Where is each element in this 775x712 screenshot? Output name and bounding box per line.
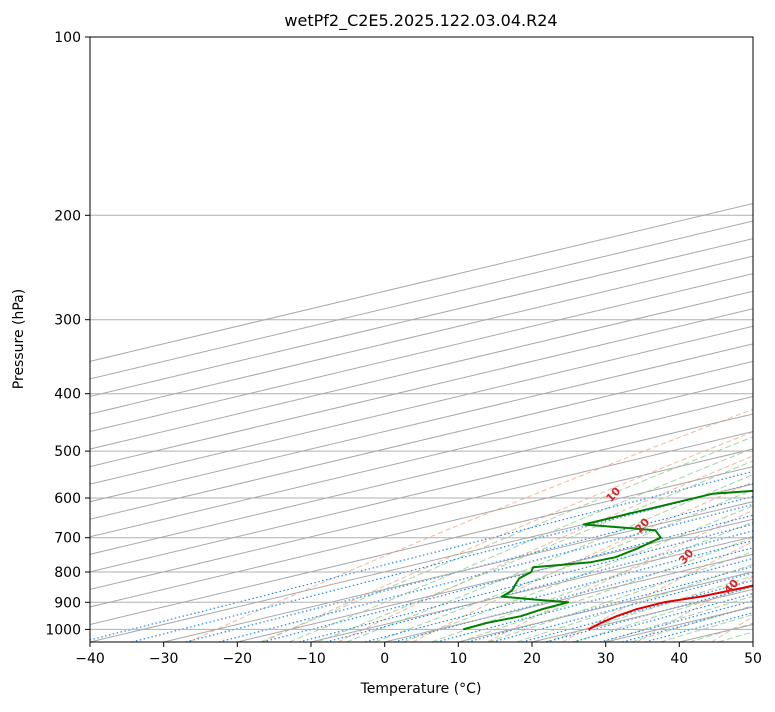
moist-adiabat-line bbox=[718, 37, 775, 642]
temperature-line bbox=[588, 37, 775, 629]
isotherm-line bbox=[0, 37, 775, 642]
x-tick-label: −20 bbox=[223, 651, 253, 667]
mixing-ratio-line bbox=[132, 451, 775, 642]
y-tick-label: 900 bbox=[54, 595, 81, 611]
y-tick-label: 100 bbox=[54, 30, 81, 46]
mixing-ratio-line bbox=[82, 451, 775, 642]
moist-adiabat-line bbox=[574, 37, 775, 642]
mixing-ratio-lines bbox=[82, 451, 775, 642]
x-tick-label: 40 bbox=[670, 651, 688, 667]
sounding-series bbox=[463, 37, 775, 629]
isotherms bbox=[0, 37, 775, 642]
dry-adiabat-line bbox=[712, 37, 775, 642]
isotherm-line bbox=[0, 37, 775, 642]
isotherm-line bbox=[753, 37, 775, 642]
moist-adiabat-line bbox=[545, 37, 775, 642]
isotherm-line bbox=[0, 37, 775, 642]
y-tick-label: 200 bbox=[54, 208, 81, 224]
dry-adiabat-line bbox=[637, 37, 775, 642]
isotherm-line bbox=[90, 37, 775, 642]
mixing-ratio-line bbox=[468, 451, 775, 642]
chart-title: wetPf2_C2E5.2025.122.03.04.R24 bbox=[284, 11, 557, 31]
y-axis-label: Pressure (hPa) bbox=[11, 289, 27, 389]
x-tick-label: 0 bbox=[380, 651, 389, 667]
isotherm-line bbox=[16, 37, 775, 642]
moist-adiabat-line bbox=[431, 37, 775, 642]
isotherm-line bbox=[0, 37, 775, 642]
y-tick-label: 500 bbox=[54, 444, 81, 460]
x-tick-label: 50 bbox=[744, 651, 762, 667]
x-tick-label: −30 bbox=[149, 651, 179, 667]
mixing-ratio-line bbox=[394, 451, 775, 642]
isotherm-line bbox=[0, 37, 775, 642]
isotherm-line bbox=[0, 37, 775, 642]
y-tick-label: 300 bbox=[54, 313, 81, 329]
moist-adiabat-line bbox=[689, 37, 775, 642]
x-axis: −40 −30 −20 −10 0 10 20 30 40 50 bbox=[75, 642, 762, 667]
dry-adiabat-line bbox=[413, 37, 775, 642]
isotherm-line bbox=[0, 37, 775, 642]
y-tick-label: 1000 bbox=[45, 622, 81, 638]
isotherm-line bbox=[0, 37, 775, 642]
moist-adiabat-line bbox=[403, 37, 775, 642]
y-tick-label: 600 bbox=[54, 491, 81, 507]
plot-frame bbox=[90, 37, 753, 642]
x-tick-label: −10 bbox=[296, 651, 326, 667]
plot-area: -100-90-80-70-60-50-40-30-20-1000.10.20.… bbox=[0, 37, 775, 642]
isotherm-line bbox=[0, 37, 775, 642]
moist-adiabat-line bbox=[517, 37, 775, 642]
moist-adiabat-line bbox=[289, 37, 775, 642]
mixing-ratio-line bbox=[219, 451, 775, 642]
y-tick-label: 700 bbox=[54, 531, 81, 547]
dewpoint-line bbox=[463, 37, 775, 629]
mixing-ratio-line bbox=[522, 451, 775, 642]
x-tick-label: 20 bbox=[523, 651, 541, 667]
y-axis: 100 200 300 400 500 600 700 800 900 1000 bbox=[45, 30, 90, 638]
x-tick-label: −40 bbox=[75, 651, 105, 667]
x-tick-label: 10 bbox=[449, 651, 467, 667]
isotherm-line bbox=[0, 37, 775, 642]
isotherm-line bbox=[0, 37, 775, 642]
y-tick-label: 800 bbox=[54, 565, 81, 581]
y-tick-label: 400 bbox=[54, 387, 81, 403]
mixing-ratio-line bbox=[299, 451, 775, 642]
isotherm-line bbox=[0, 37, 775, 642]
x-tick-label: 30 bbox=[597, 651, 615, 667]
dry-adiabat-line bbox=[562, 37, 775, 642]
wet-bulb-label: 40 bbox=[721, 576, 741, 596]
isotherm-line bbox=[0, 37, 775, 642]
x-axis-label: Temperature (°C) bbox=[360, 681, 482, 697]
isotherm-line bbox=[0, 37, 775, 642]
isotherm-line bbox=[0, 37, 775, 642]
